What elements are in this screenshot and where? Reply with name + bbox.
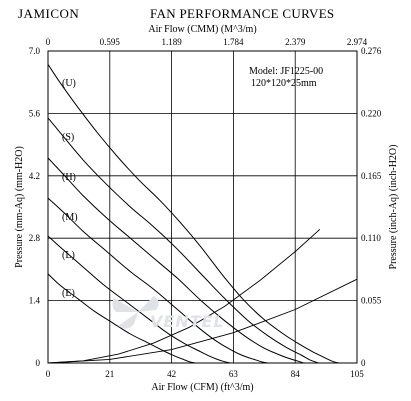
y2-tick-label: 0.110: [361, 233, 381, 243]
x2-tick-label: 1.784: [223, 37, 244, 47]
series-line-u: [47, 64, 340, 364]
chart-title: FAN PERFORMANCE CURVES: [150, 6, 335, 21]
series-label-h: (H): [62, 171, 76, 183]
model-size: 120*120*25mm: [251, 78, 317, 89]
x-tick-label: 84: [291, 369, 301, 379]
model-info: Model: JF1225-00 120*120*25mm: [249, 66, 323, 90]
x-tick-label: 42: [167, 369, 176, 379]
y2-tick-label: 0.165: [361, 171, 382, 181]
series-label-s: (S): [62, 131, 75, 143]
x2-tick-label: 0.595: [100, 37, 121, 47]
x-axis-label: Air Flow (CFM) (ft^3/m): [151, 382, 253, 393]
y-tick-label: 0: [36, 358, 41, 368]
y2-tick-label: 0.220: [361, 108, 382, 118]
brand-name: JAMICON: [18, 6, 80, 21]
x2-axis-label: Air Flow (CMM) (M^3/m): [148, 24, 256, 35]
x-tick-label: 63: [229, 369, 239, 379]
x-tick-label: 105: [350, 369, 364, 379]
y-axis-label: Pressure (mm-Aq) (mm-H2O): [14, 146, 25, 268]
obstruction-curve: [47, 278, 358, 364]
x-tick-label: 21: [105, 369, 114, 379]
series-line-s: [47, 117, 319, 364]
y-tick-label: 2.8: [29, 233, 41, 243]
y-tick-label: 7.0: [29, 46, 41, 56]
series-line-m: [47, 197, 269, 364]
y-tick-label: 4.2: [29, 171, 40, 181]
series-line-l: [47, 235, 231, 364]
watermark-text: VENTEL: [150, 312, 225, 331]
x2-tick-label: 2.974: [347, 37, 368, 47]
model-number: Model: JF1225-00: [249, 66, 324, 77]
x2-tick-label: 1.189: [161, 37, 182, 47]
obstruction-curve: [47, 228, 321, 364]
series-line-e: [47, 273, 196, 364]
y2-tick-label: 0.055: [361, 296, 382, 306]
series-label-l: (L): [62, 249, 75, 261]
series-label-m: (M): [62, 212, 78, 224]
x-tick-label: 0: [46, 369, 51, 379]
y2-tick-label: 0: [361, 358, 366, 368]
y-tick-label: 1.4: [29, 296, 41, 306]
y2-axis-label: Pressure (inch-Aq) (inch-H2O): [388, 145, 399, 270]
y-tick-label: 5.6: [29, 108, 41, 118]
series-line-h: [47, 157, 305, 364]
watermark-fan-icon: [108, 292, 168, 337]
series-label-e: (E): [62, 287, 75, 299]
x2-tick-label: 2.379: [285, 37, 306, 47]
x2-tick-label: 0: [46, 37, 51, 47]
plot-frame: [47, 50, 358, 364]
y2-tick-label: 0.276: [361, 46, 382, 56]
series-label-u: (U): [62, 78, 76, 90]
